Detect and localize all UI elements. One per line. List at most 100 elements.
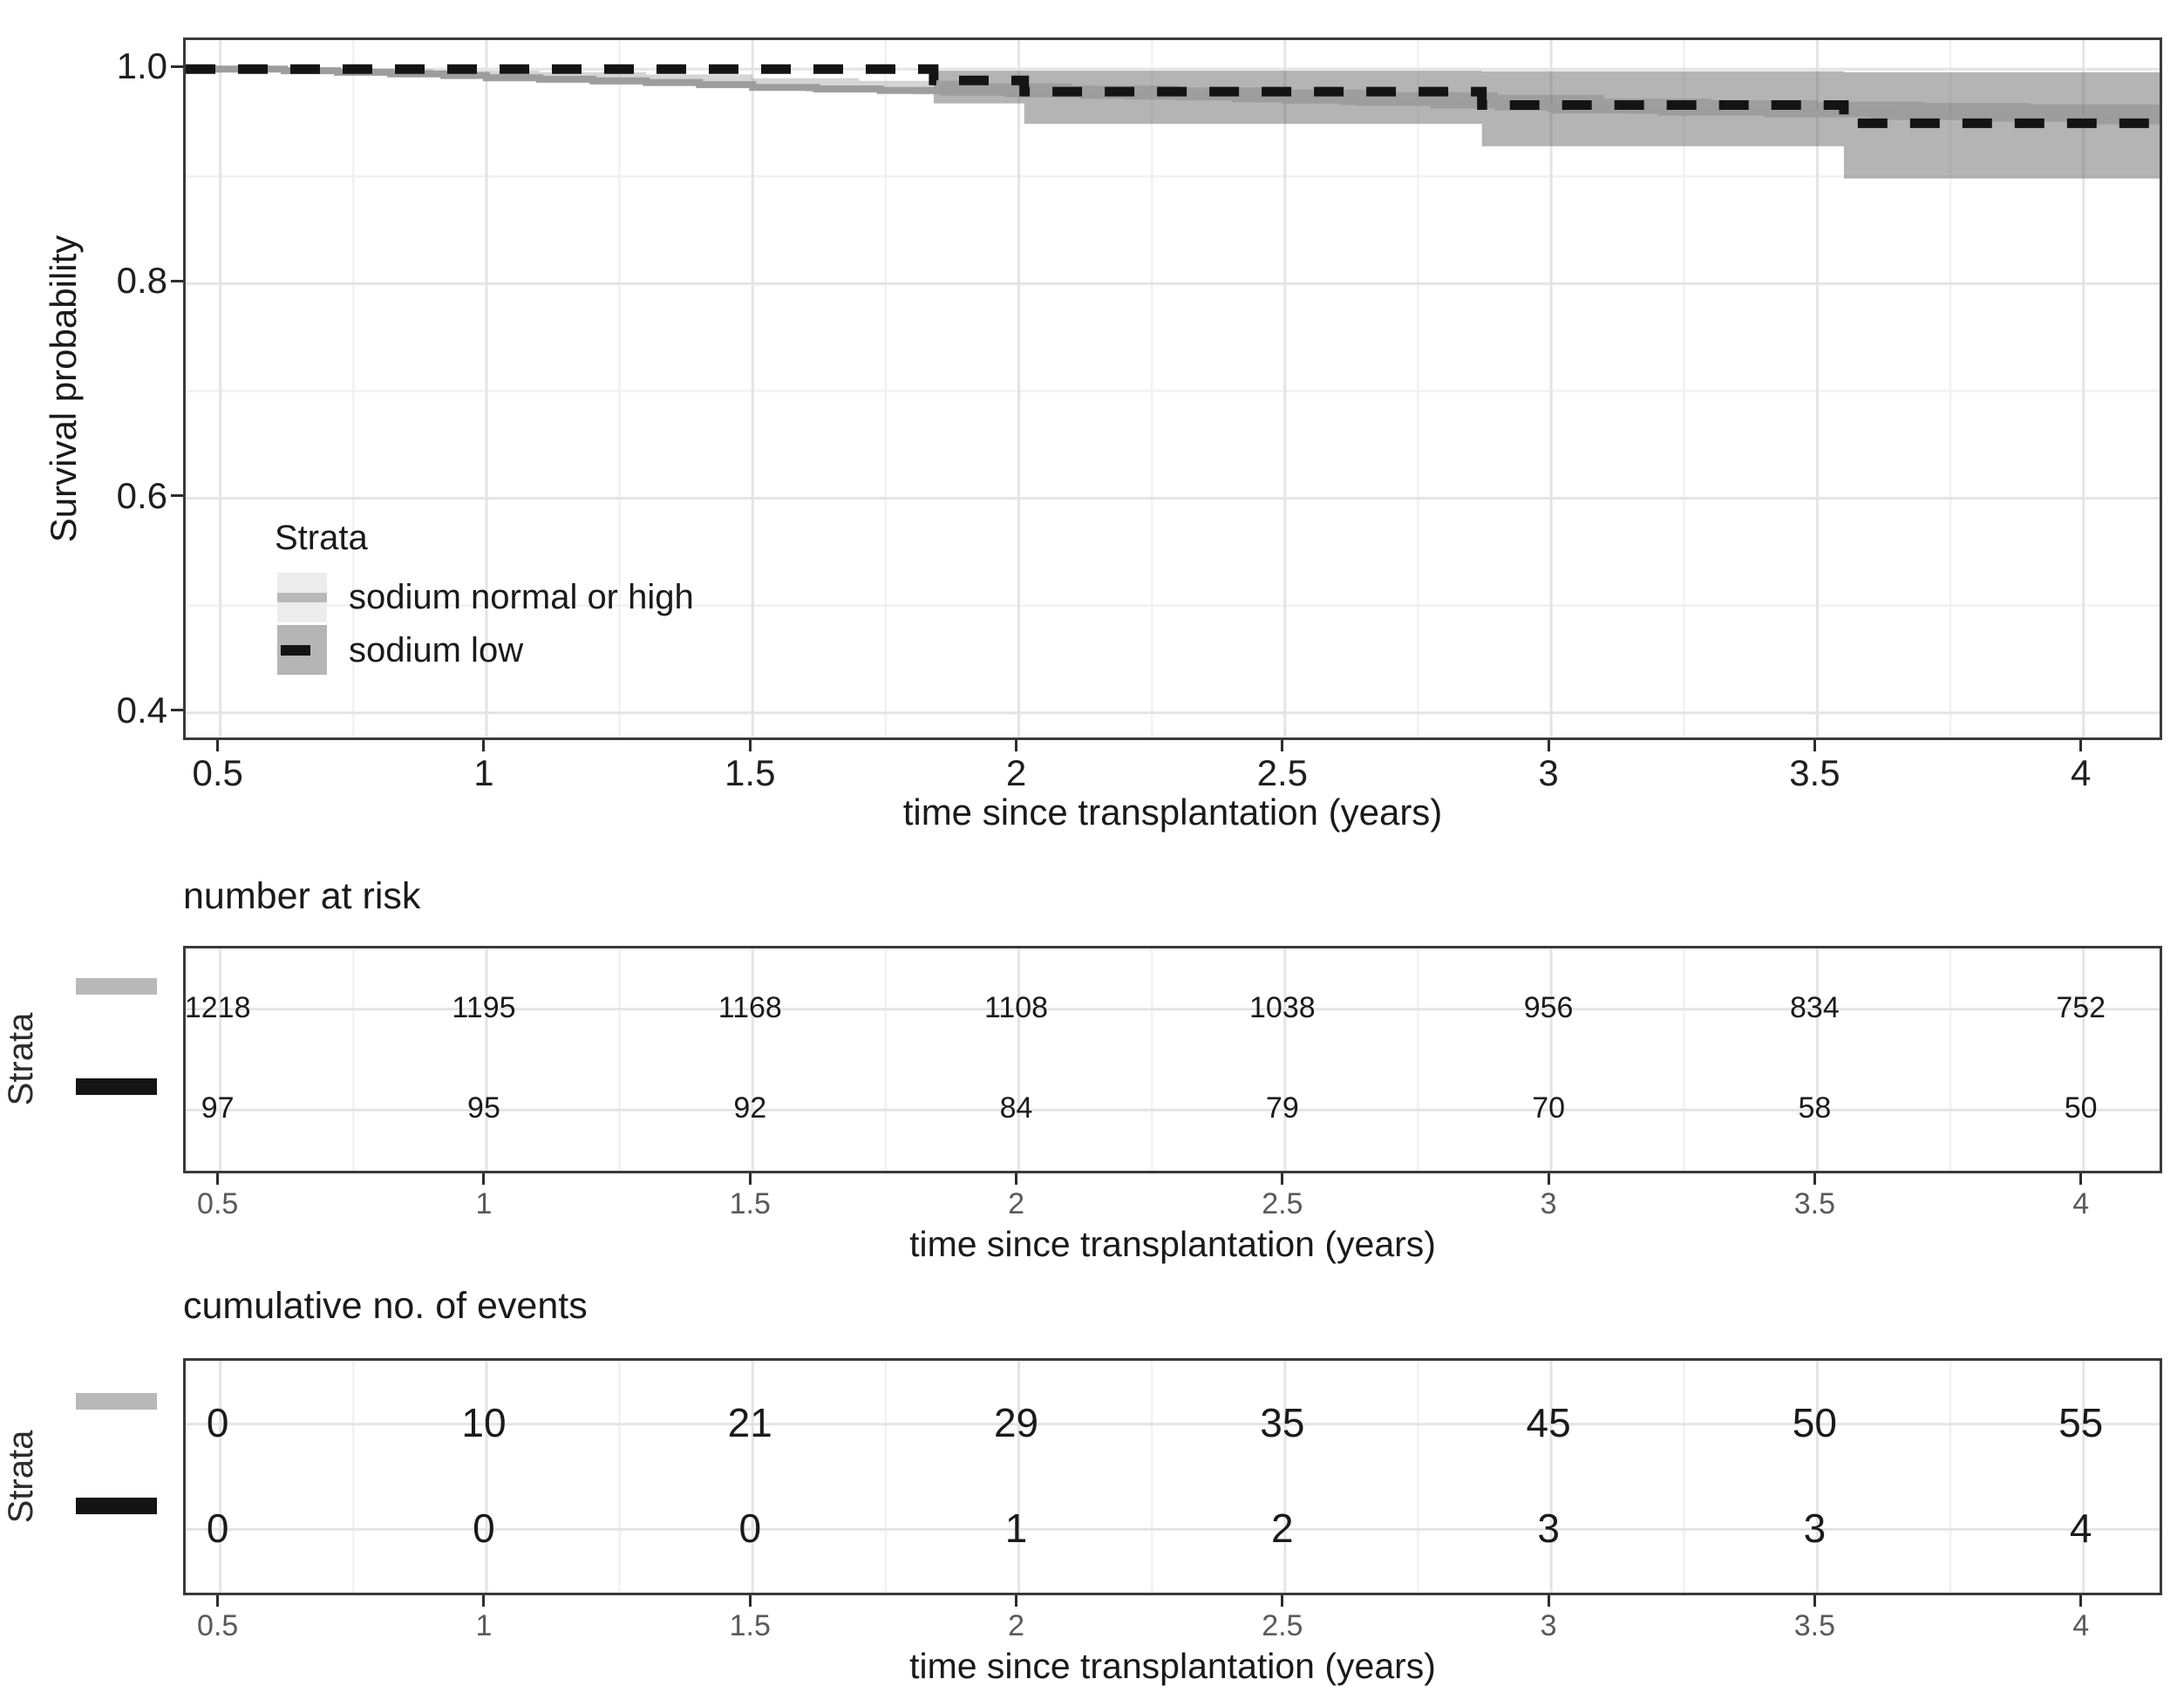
x-tick-mark	[2079, 1173, 2083, 1185]
table-value: 0	[206, 1505, 229, 1551]
y-tick-label: 0.8	[116, 260, 167, 302]
x-tick-label: 3	[1538, 752, 1559, 793]
x-tick-mark	[482, 1173, 486, 1185]
x-tick-label: 4	[2071, 752, 2092, 793]
risk-strata-axis-label: Strata	[2, 1012, 40, 1106]
y-tick-label: 0.4	[116, 689, 167, 731]
x-tick-label: 2.5	[1256, 752, 1309, 793]
x-tick-mark	[1547, 740, 1550, 751]
strata-color-swatch	[76, 1078, 157, 1096]
table-value: 2	[1271, 1505, 1294, 1551]
x-tick-label: 1	[475, 1609, 493, 1642]
table-value: 97	[201, 1091, 235, 1125]
x-tick-mark	[748, 740, 752, 751]
x-tick-label: 3.5	[1789, 752, 1840, 793]
x-tick-mark	[1281, 1595, 1284, 1607]
survival-plot-panel	[183, 37, 2162, 740]
events-x-axis-title: time since transplantation (years)	[909, 1646, 1436, 1686]
x-tick-label: 0.5	[192, 752, 243, 793]
x-tick-mark	[1813, 740, 1816, 751]
x-tick-mark	[748, 1595, 752, 1607]
x-tick-mark	[482, 1595, 486, 1607]
table-value: 95	[467, 1091, 500, 1125]
y-tick-label: 1.0	[116, 45, 167, 87]
y-tick-mark	[171, 494, 183, 498]
table-value: 0	[738, 1505, 762, 1551]
table-value: 1038	[1249, 990, 1316, 1024]
x-tick-label: 3.5	[1793, 1187, 1836, 1220]
events-strata-axis-label: Strata	[2, 1430, 40, 1524]
table-value: 70	[1532, 1091, 1566, 1125]
y-tick-mark	[171, 279, 183, 282]
x-tick-mark	[1813, 1595, 1816, 1607]
x-tick-label: 2	[1008, 1187, 1024, 1220]
x-tick-mark	[216, 1173, 220, 1185]
table-value: 35	[1260, 1400, 1305, 1446]
x-tick-mark	[2079, 740, 2083, 751]
table-value: 834	[1790, 990, 1840, 1024]
x-tick-label: 3	[1540, 1187, 1557, 1220]
strata-color-swatch	[76, 977, 157, 995]
x-tick-mark	[1015, 1173, 1018, 1185]
table-value: 10	[461, 1400, 507, 1446]
x-tick-label: 1	[475, 1187, 493, 1220]
table-value: 1218	[184, 990, 251, 1024]
table-value: 0	[206, 1400, 229, 1446]
x-tick-label: 4	[2072, 1187, 2090, 1220]
x-tick-label: 2	[1005, 752, 1027, 793]
x-tick-label: 1.5	[729, 1609, 771, 1642]
x-tick-mark	[216, 740, 220, 751]
table-value: 58	[1798, 1091, 1832, 1125]
x-tick-mark	[748, 1173, 752, 1185]
table-value: 45	[1526, 1400, 1571, 1446]
table-value: 50	[1792, 1400, 1837, 1446]
y-tick-mark	[171, 709, 183, 712]
risk-x-axis-title: time since transplantation (years)	[909, 1224, 1436, 1264]
x-tick-label: 3	[1540, 1609, 1557, 1642]
events-table-panel	[183, 1358, 2162, 1595]
table-value: 50	[2064, 1091, 2098, 1125]
x-tick-label: 1.5	[729, 1187, 771, 1220]
x-tick-label: 0.5	[197, 1609, 239, 1642]
y-tick-mark	[171, 65, 183, 68]
events-table-title: cumulative no. of events	[183, 1285, 588, 1327]
table-value: 3	[1803, 1505, 1827, 1551]
table-value: 1108	[983, 990, 1049, 1024]
table-value: 1168	[718, 990, 782, 1024]
strata-color-swatch	[76, 1392, 157, 1410]
table-value: 84	[999, 1091, 1033, 1125]
survival-plot-canvas	[186, 40, 2160, 737]
x-tick-mark	[2079, 1595, 2083, 1607]
x-tick-label: 1.5	[725, 752, 776, 793]
risk-table-panel	[183, 946, 2162, 1173]
x-tick-mark	[1547, 1595, 1550, 1607]
x-tick-label: 3.5	[1793, 1609, 1836, 1642]
table-value: 55	[2058, 1400, 2104, 1446]
x-tick-mark	[1015, 1595, 1018, 1607]
x-tick-mark	[216, 1595, 220, 1607]
strata-color-swatch	[76, 1498, 157, 1515]
table-value: 0	[473, 1505, 495, 1551]
x-tick-label: 4	[2072, 1609, 2090, 1642]
x-tick-mark	[1547, 1173, 1550, 1185]
table-value: 1	[1004, 1505, 1028, 1551]
y-axis-title: Survival probability	[43, 234, 84, 543]
x-tick-label: 2.5	[1262, 1187, 1303, 1220]
table-value: 752	[2056, 990, 2106, 1024]
y-tick-label: 0.6	[116, 474, 167, 516]
survival-curve-low	[186, 64, 2160, 128]
table-value: 79	[1265, 1091, 1299, 1125]
table-value: 956	[1523, 990, 1574, 1024]
x-tick-label: 2.5	[1262, 1609, 1303, 1642]
table-value: 21	[727, 1400, 772, 1446]
x-tick-label: 1	[473, 752, 494, 793]
x-tick-mark	[1813, 1173, 1816, 1185]
risk-table-grid	[186, 948, 2160, 1171]
table-value: 1195	[452, 990, 516, 1024]
table-value: 29	[993, 1400, 1039, 1446]
x-tick-label: 0.5	[197, 1187, 239, 1220]
risk-table-title: number at risk	[183, 875, 421, 917]
x-tick-mark	[1015, 740, 1018, 751]
table-value: 92	[733, 1091, 767, 1125]
